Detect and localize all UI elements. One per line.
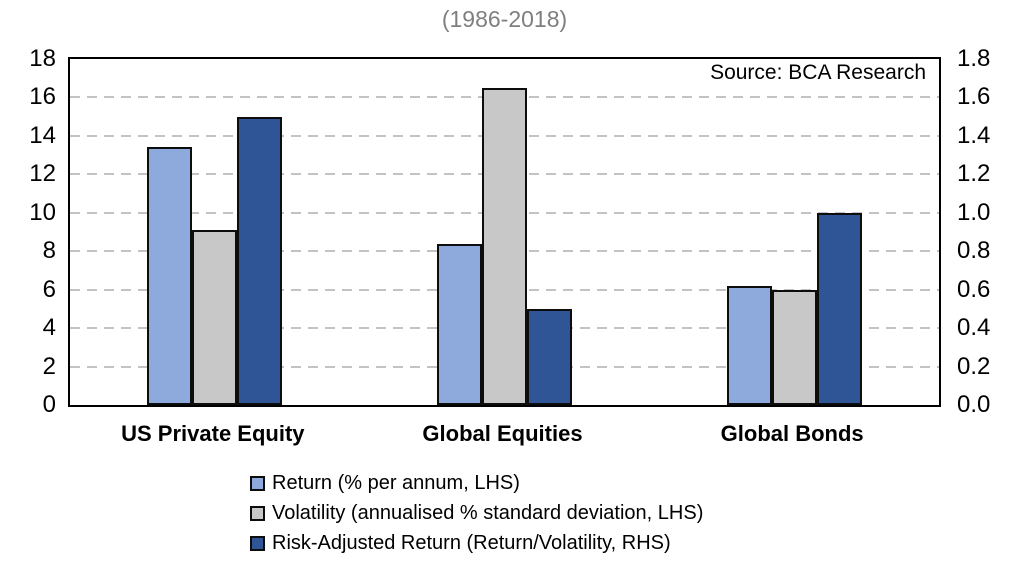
legend-item: Risk-Adjusted Return (Return/Volatility,… [250, 528, 703, 558]
legend-swatch-icon [250, 505, 265, 521]
legend-item: Volatility (annualised % standard deviat… [250, 498, 703, 528]
legend-swatch-icon [250, 535, 265, 551]
legend: Return (% per annum, LHS) Volatility (ann… [250, 468, 703, 558]
chart-title: (1986-2018) [441, 6, 568, 32]
bar-return-us-private-equity [147, 147, 193, 405]
left-axis-tick: 14 [29, 121, 56, 149]
source-annotation: Source: BCA Research [710, 61, 926, 84]
bar-return-global-bonds [726, 285, 772, 405]
bar-volatility-global-bonds [771, 289, 817, 405]
legend-swatch-icon [250, 475, 265, 491]
plot-area [68, 57, 941, 407]
right-axis-tick: 1.4 [957, 121, 991, 149]
left-axis: 0 2 4 6 8 10 12 14 16 18 [0, 45, 56, 418]
left-axis-tick: 0 [42, 391, 56, 418]
left-axis-tick: 4 [42, 314, 56, 342]
right-axis-tick: 0.0 [957, 391, 991, 418]
left-axis-tick: 18 [29, 45, 56, 72]
legend-item: Return (% per annum, LHS) [250, 468, 703, 498]
left-axis-tick: 16 [29, 83, 56, 111]
legend-label: Risk-Adjusted Return (Return/Volatility,… [272, 531, 671, 554]
bar-risk-adjusted-global-bonds [816, 212, 862, 405]
right-axis-tick: 1.2 [957, 160, 991, 188]
left-axis-tick: 12 [29, 160, 56, 188]
right-axis-tick: 0.2 [957, 352, 991, 380]
category-label: Global Equities [422, 421, 583, 446]
left-axis-tick: 6 [42, 275, 56, 303]
bar-risk-adjusted-us-private-equity [237, 116, 283, 405]
legend-label: Return (% per annum, LHS) [272, 471, 520, 494]
bar-risk-adjusted-global-equities [527, 308, 572, 405]
right-axis-tick: 0.6 [957, 275, 991, 303]
category-axis: US Private Equity Global Equities Global B… [68, 421, 941, 453]
category-label: Global Bonds [720, 421, 864, 446]
legend-label: Volatility (annualised % standard deviat… [272, 501, 704, 524]
left-axis-tick: 8 [42, 237, 56, 265]
left-axis-tick: 10 [29, 198, 56, 226]
right-axis-tick: 1.8 [957, 45, 991, 72]
right-axis-tick: 1.0 [957, 198, 991, 226]
left-axis-tick: 2 [42, 352, 56, 380]
bar-volatility-global-equities [482, 87, 527, 405]
right-axis: 0.0 0.2 0.4 0.6 0.8 1.0 1.2 1.4 1.6 1.8 [957, 45, 1019, 418]
right-axis-tick: 0.4 [957, 314, 991, 342]
right-axis-tick: 1.6 [957, 83, 991, 111]
bar-return-global-equities [437, 243, 482, 405]
category-label: US Private Equity [121, 421, 305, 446]
bar-volatility-us-private-equity [192, 230, 238, 405]
right-axis-tick: 0.8 [957, 237, 991, 265]
